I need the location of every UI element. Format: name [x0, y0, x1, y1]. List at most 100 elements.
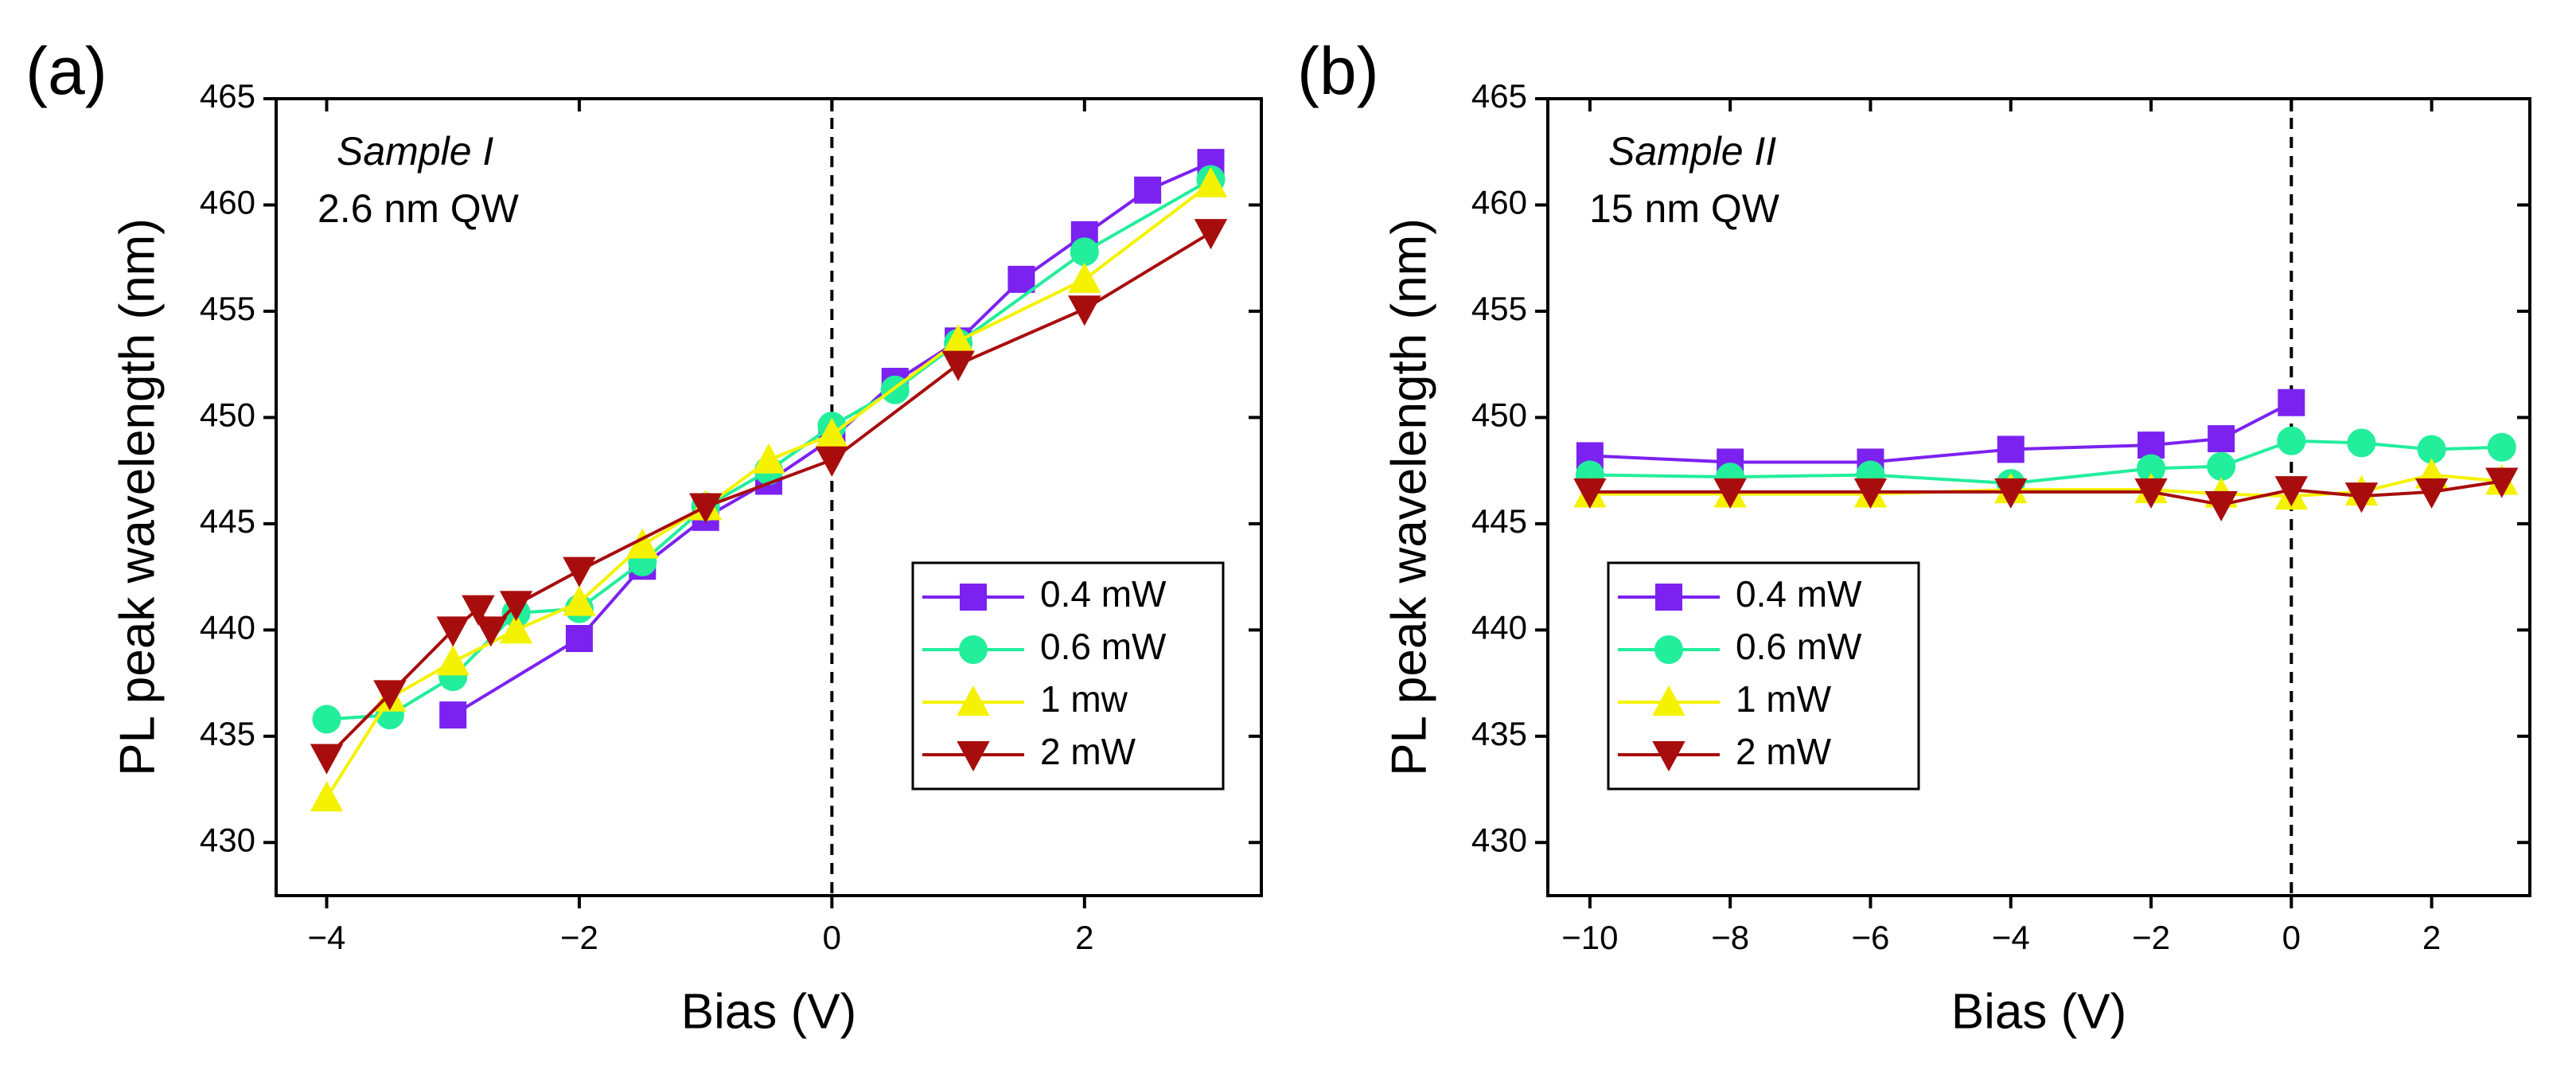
marker [1134, 176, 1162, 204]
marker [373, 680, 407, 711]
series-line [1589, 439, 2502, 486]
marker [941, 350, 975, 381]
marker [2485, 467, 2519, 498]
legend-marker [1652, 741, 1686, 772]
marker [1068, 295, 1101, 326]
marker [499, 591, 533, 622]
series-line [1589, 400, 2293, 464]
x-tick-label: −8 [1711, 919, 1749, 956]
marker [1007, 265, 1035, 293]
marker [1853, 478, 1888, 509]
marker [310, 744, 344, 775]
marker [815, 446, 849, 477]
legend-label: 2 mW [1040, 731, 1136, 772]
x-axis-label: Bias (V) [1951, 984, 2126, 1039]
x-tick-label: −4 [1992, 919, 2030, 956]
marker [1573, 478, 1607, 509]
x-tick-label: −10 [1561, 919, 1618, 956]
annotation: 15 nm QW [1589, 186, 1780, 231]
marker [2278, 389, 2305, 416]
legend-label: 0.4 mW [1736, 573, 1862, 615]
marker [2208, 425, 2235, 453]
plot-frame [1546, 97, 2531, 897]
y-tick-label: 445 [1471, 502, 1527, 540]
marker [1997, 435, 2025, 463]
series-line [1589, 479, 2503, 506]
panel-label: (a) [25, 33, 107, 108]
legend-label: 1 mw [1040, 678, 1128, 720]
marker [1194, 166, 1228, 197]
marker [474, 616, 508, 647]
y-axis-label: PL peak wavelength (nm) [1382, 218, 1436, 776]
marker [2344, 482, 2379, 513]
marker [1070, 237, 1099, 267]
plot-frame [275, 97, 1263, 897]
y-tick-label: 440 [1471, 608, 1527, 646]
legend-label: 2 mW [1736, 731, 1832, 772]
y-tick-label: 465 [1471, 77, 1527, 115]
x-tick-label: 0 [2282, 919, 2301, 956]
marker [310, 781, 344, 812]
x-tick-label: −4 [308, 919, 346, 956]
marker [2487, 432, 2516, 462]
legend-marker [1654, 635, 1683, 664]
x-tick-label: 0 [823, 919, 841, 956]
marker [563, 556, 596, 588]
legend-label: 0.6 mW [1736, 626, 1862, 667]
x-tick-label: 2 [1075, 919, 1093, 956]
marker [563, 585, 596, 616]
panel-label: (b) [1297, 33, 1379, 108]
y-tick-label: 460 [1471, 184, 1527, 221]
legend-marker [957, 741, 990, 772]
legend-label: 1 mW [1736, 678, 1832, 720]
y-tick-label: 450 [200, 396, 255, 433]
marker [565, 625, 593, 653]
marker [2134, 478, 2168, 509]
marker [2138, 431, 2165, 459]
marker [462, 595, 495, 626]
marker [2274, 476, 2308, 507]
series-line [325, 231, 1212, 759]
marker [752, 443, 785, 474]
marker [2347, 428, 2376, 458]
legend-marker [1652, 685, 1686, 716]
y-tick-label: 465 [200, 77, 255, 115]
marker [2277, 426, 2306, 455]
x-tick-label: −6 [1852, 919, 1890, 956]
y-tick-label: 435 [1471, 715, 1527, 752]
y-tick-label: 430 [200, 821, 255, 858]
marker [688, 493, 723, 524]
y-tick-label: 455 [200, 290, 255, 327]
marker [1994, 478, 2028, 509]
annotation: Sample I [337, 129, 493, 174]
y-axis-label: PL peak wavelength (nm) [110, 218, 165, 776]
y-tick-label: 450 [1471, 396, 1527, 433]
y-tick-label: 460 [200, 184, 255, 221]
legend-marker [959, 635, 988, 664]
marker [1713, 478, 1747, 509]
marker [1068, 262, 1101, 293]
marker [436, 616, 470, 647]
y-tick-label: 440 [200, 608, 255, 646]
legend-label: 0.4 mW [1040, 573, 1167, 615]
annotation: 2.6 nm QW [318, 186, 520, 231]
x-axis-label: Bias (V) [681, 984, 856, 1039]
marker [499, 613, 533, 644]
y-tick-label: 435 [200, 715, 255, 752]
legend-marker [960, 584, 987, 611]
x-tick-label: −2 [560, 919, 598, 956]
y-tick-label: 430 [1471, 821, 1527, 858]
x-tick-label: 2 [2422, 919, 2441, 956]
x-tick-label: −2 [2132, 919, 2170, 956]
marker [439, 701, 467, 729]
marker [2204, 490, 2238, 521]
legend-label: 0.6 mW [1040, 626, 1167, 667]
marker [1194, 219, 1228, 250]
series-line [1589, 473, 2502, 498]
legend-marker [957, 685, 990, 716]
legend-marker [1655, 584, 1682, 611]
marker [436, 645, 470, 676]
annotation: Sample II [1608, 129, 1776, 174]
marker [2414, 478, 2449, 509]
